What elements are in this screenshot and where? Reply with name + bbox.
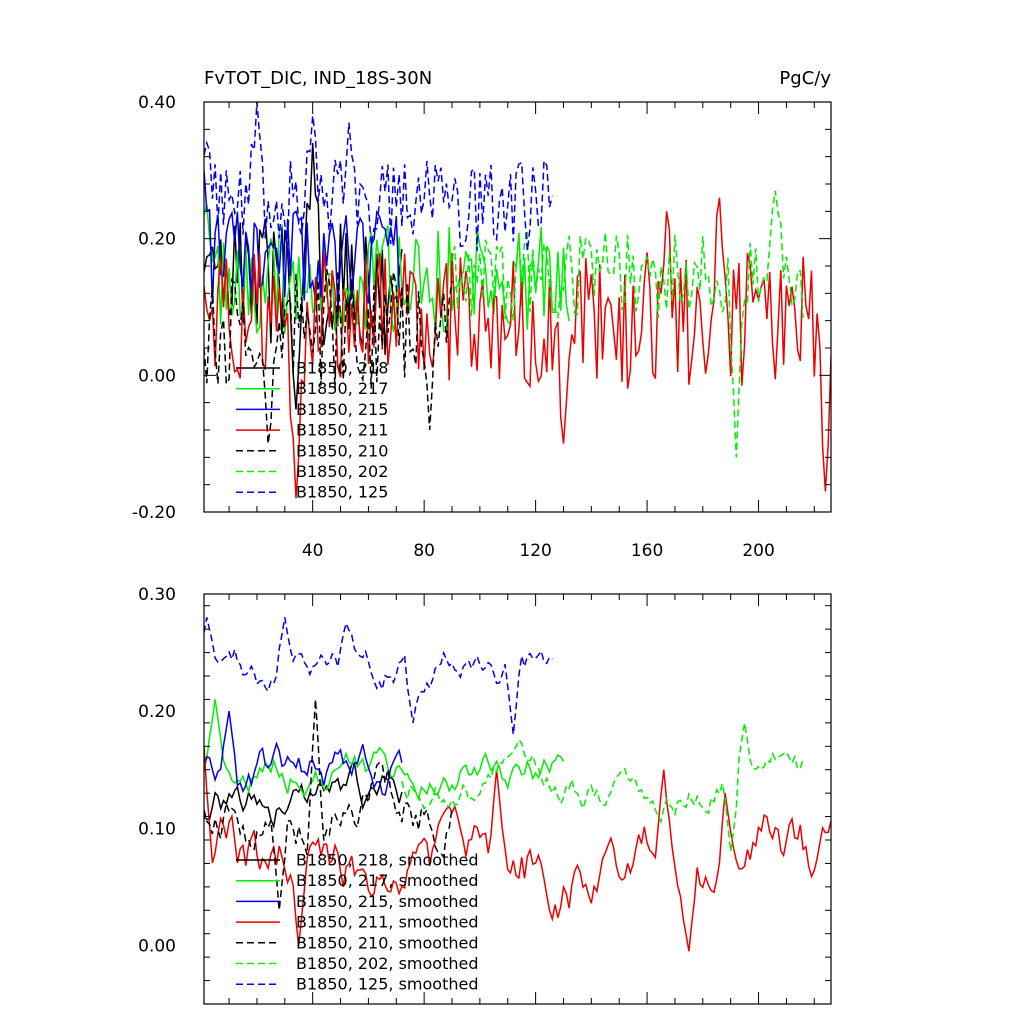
legend-label: B1850, 210, smoothed [296, 933, 479, 952]
top-panel-frame [203, 101, 832, 513]
series-line-6 [204, 617, 553, 735]
legend-label: B1850, 211 [296, 421, 388, 440]
y-tick-label: 0.20 [138, 702, 176, 722]
series-line-5 [401, 722, 804, 852]
x-tick-label: 120 [519, 541, 551, 561]
legend-label: B1850, 218 [296, 359, 388, 378]
y-tick-label: 0.30 [138, 585, 176, 605]
y-tick-label: 0.00 [138, 936, 176, 956]
legend-label: B1850, 217 [296, 379, 388, 398]
legend-label: B1850, 215 [296, 400, 388, 419]
legend-label: B1850, 125, smoothed [296, 975, 479, 994]
x-tick-label: 40 [302, 541, 324, 561]
bottom-panel-ticks: 0.00 0.10 0.20 0.30 [138, 585, 831, 1005]
legend-label: B1850, 210 [296, 441, 388, 460]
series-line-2 [204, 710, 403, 796]
series-line-1 [204, 699, 565, 802]
y-tick-label: 0.10 [138, 819, 176, 839]
series-line-0 [204, 761, 403, 830]
series-line-3 [204, 746, 831, 952]
y-tick-label: 0.40 [138, 93, 176, 113]
series-line-2 [204, 170, 403, 306]
series-line-4 [204, 268, 453, 444]
series-line-1 [204, 204, 570, 335]
x-tick-label: 200 [742, 541, 774, 561]
legend-label: B1850, 125 [296, 483, 388, 502]
x-tick-label: 160 [631, 541, 663, 561]
legend-label: B1850, 202 [296, 462, 388, 481]
legend-label: B1850, 218, smoothed [296, 851, 479, 870]
y-tick-label: 0.20 [138, 230, 176, 250]
series-line-6 [204, 102, 554, 252]
legend-label: B1850, 215, smoothed [296, 892, 479, 911]
legend-label: B1850, 202, smoothed [296, 954, 479, 973]
series-line-4 [204, 699, 453, 911]
top-panel-units: PgC/y [779, 68, 831, 89]
series-line-5 [451, 190, 804, 458]
y-tick-label: -0.20 [132, 503, 176, 523]
top-panel-title: FvTOT_DIC, IND_18S-30N [204, 68, 432, 89]
bottom-panel-series [204, 617, 831, 952]
top-panel: FvTOT_DIC, IND_18S-30N PgC/y -0.20 0.00 0.… [132, 68, 832, 561]
top-panel-ticks: -0.20 0.00 0.20 0.40 40 80 120 160 200 [132, 93, 831, 561]
top-panel-series [204, 102, 831, 499]
legend-label: B1850, 211, smoothed [296, 913, 479, 932]
bottom-panel-frame [203, 593, 832, 1005]
y-tick-label: 0.00 [138, 366, 176, 386]
legend-label: B1850, 217, smoothed [296, 871, 479, 890]
bottom-panel: 0.000.100.200.30 B1850, 218, smoothedB18… [138, 585, 832, 1005]
x-tick-label: 80 [413, 541, 435, 561]
